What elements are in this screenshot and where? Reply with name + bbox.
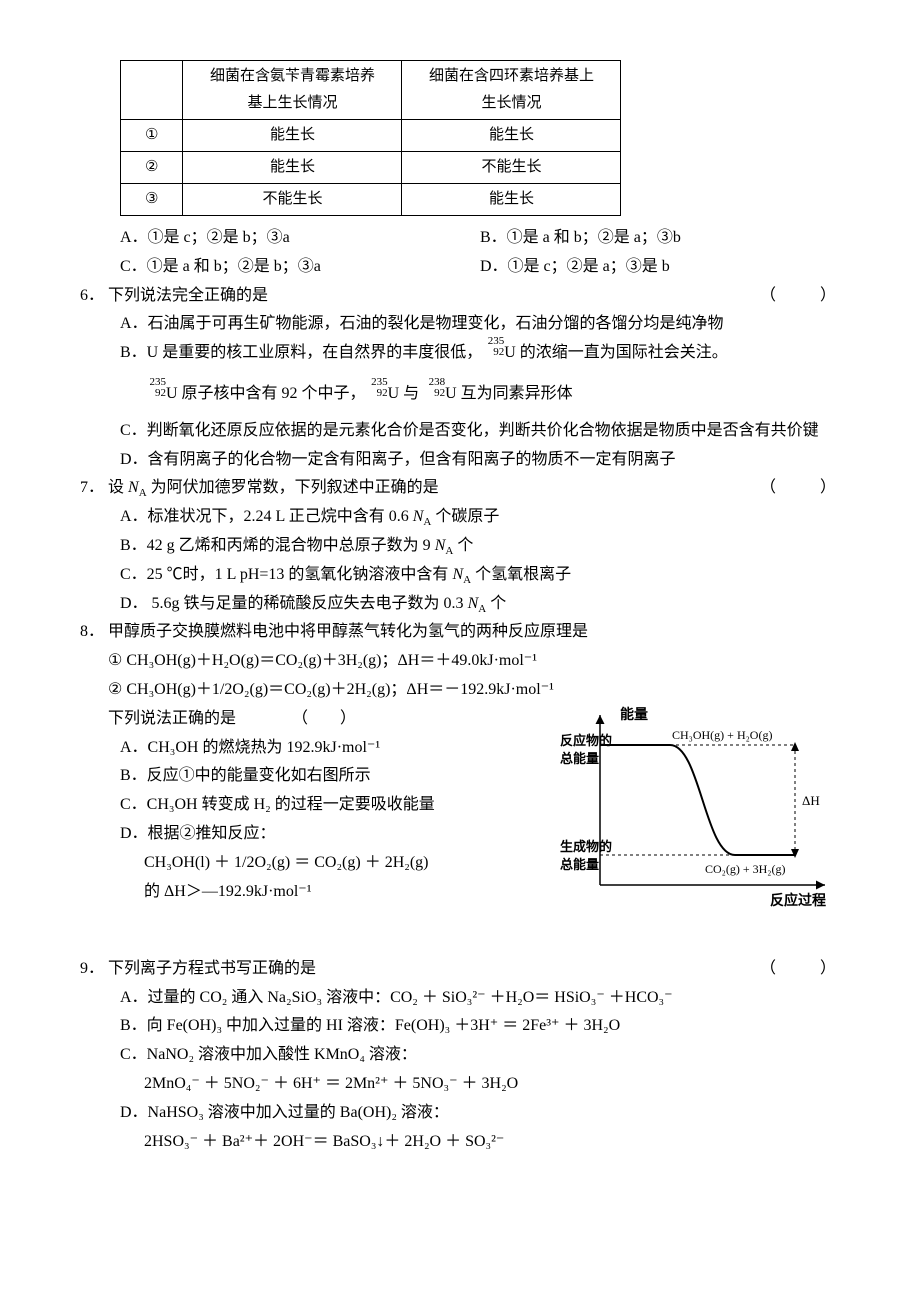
q9-number: 9． [80, 955, 108, 984]
q7-blank: （ ） [760, 474, 840, 503]
q6-stem: 下列说法完全正确的是 [108, 287, 268, 304]
q8-stem: 甲醇质子交换膜燃料电池中将甲醇蒸气转化为氢气的两种反应原理是 [108, 623, 588, 640]
q7-option-b: B．42 g 乙烯和丙烯的混合物中总原子数为 9 NA 个 [120, 532, 840, 561]
q6-blank: （ ） [760, 282, 840, 311]
q8-number: 8． [80, 618, 108, 647]
table-cell: 能生长 [402, 184, 621, 216]
svg-text:总能量: 总能量 [560, 751, 599, 766]
table-cell: 能生长 [183, 152, 402, 184]
q8-energy-diagram: 能量 反应物的 总能量 CH₃OH(g) + H₂O(g) ΔH 生成物的 总能… [560, 705, 840, 915]
q9-option-a: A．过量的 CO₂ 通入 Na₂SiO₃ 溶液中：CO₂ ＋ SiO₃²⁻ ＋H… [120, 984, 840, 1013]
table-header [121, 61, 183, 120]
q9-option-c: C．NaNO₂ 溶液中加入酸性 KMnO₄ 溶液： [120, 1041, 840, 1070]
q5-option-b: B．①是 a 和 b；②是 a；③b [480, 224, 840, 253]
table-header: 细菌在含四环素培养基上生长情况 [402, 61, 621, 120]
q8-reaction-2: ② CH₃OH(g)＋1/2O₂(g)＝CO₂(g)＋2H₂(g)；ΔH＝－19… [108, 676, 840, 705]
q9-option-d-eq: 2HSO₃⁻ ＋ Ba²⁺＋ 2OH⁻＝ BaSO₃↓＋ 2H₂O ＋ SO₃²… [144, 1128, 840, 1157]
q6-number: 6． [80, 282, 108, 311]
svg-text:ΔH: ΔH [802, 793, 820, 808]
q9-stem: 下列离子方程式书写正确的是 [108, 960, 316, 977]
q5-table: 细菌在含氨苄青霉素培养基上生长情况 细菌在含四环素培养基上生长情况 ① 能生长 … [120, 60, 621, 216]
table-cell: 不能生长 [183, 184, 402, 216]
svg-text:生成物的: 生成物的 [560, 839, 612, 854]
table-cell: 能生长 [402, 120, 621, 152]
q9-option-c-eq: 2MnO₄⁻ ＋ 5NO₂⁻ ＋ 6H⁺ ＝ 2Mn²⁺ ＋ 5NO₃⁻ ＋ 3… [144, 1070, 840, 1099]
q6-option-d: D．含有阴离子的化合物一定含有阳离子，但含有阳离子的物质不一定有阴离子 [120, 446, 840, 475]
q5-option-a: A．①是 c；②是 b；③a [120, 224, 480, 253]
q7-option-c: C．25 ℃时，1 L pH=13 的氢氧化钠溶液中含有 NA 个氢氧根离子 [120, 561, 840, 590]
q7-option-d: D． 5.6g 铁与足量的稀硫酸反应失去电子数为 0.3 NA 个 [120, 590, 840, 619]
table-cell: ③ [121, 184, 183, 216]
table-cell: ① [121, 120, 183, 152]
svg-text:反应过程: 反应过程 [770, 892, 826, 909]
q9-blank: （ ） [760, 955, 840, 984]
svg-text:CH₃OH(g) + H₂O(g): CH₃OH(g) + H₂O(g) [672, 728, 772, 742]
svg-text:能量: 能量 [620, 706, 648, 723]
q5-option-c: C．①是 a 和 b；②是 b；③a [120, 253, 480, 282]
svg-text:CO₂(g) + 3H₂(g): CO₂(g) + 3H₂(g) [705, 862, 785, 876]
q9-option-d: D．NaHSO₃ 溶液中加入过量的 Ba(OH)₂ 溶液： [120, 1099, 840, 1128]
table-header: 细菌在含氨苄青霉素培养基上生长情况 [183, 61, 402, 120]
q5-option-d: D．①是 c；②是 a；③是 b [480, 253, 840, 282]
q6-option-b-cont: 23592U 原子核中含有 92 个中子，23592U 与 23892U 互为同… [144, 380, 840, 409]
table-cell: 能生长 [183, 120, 402, 152]
q7-number: 7． [80, 474, 108, 503]
q6-option-a: A．石油属于可再生矿物能源，石油的裂化是物理变化，石油分馏的各馏分均是纯净物 [120, 310, 840, 339]
table-cell: ② [121, 152, 183, 184]
q9-option-b: B．向 Fe(OH)₃ 中加入过量的 HI 溶液：Fe(OH)₃ ＋3H⁺ ＝ … [120, 1012, 840, 1041]
q7-option-a: A．标准状况下，2.24 L 正己烷中含有 0.6 NA 个碳原子 [120, 503, 840, 532]
q8-reaction-1: ① CH₃OH(g)＋H₂O(g)＝CO₂(g)＋3H₂(g)；ΔH＝＋49.0… [108, 647, 840, 676]
svg-text:总能量: 总能量 [560, 857, 599, 872]
q7-stem: 设 NA 为阿伏加德罗常数，下列叙述中正确的是 [108, 479, 439, 496]
table-cell: 不能生长 [402, 152, 621, 184]
q6-option-c: C．判断氧化还原反应依据的是元素化合价是否变化，判断共价化合物依据是物质中是否含… [120, 417, 840, 446]
q6-option-b: B．U 是重要的核工业原料，在自然界的丰度很低，23592U 的浓缩一直为国际社… [120, 339, 840, 368]
